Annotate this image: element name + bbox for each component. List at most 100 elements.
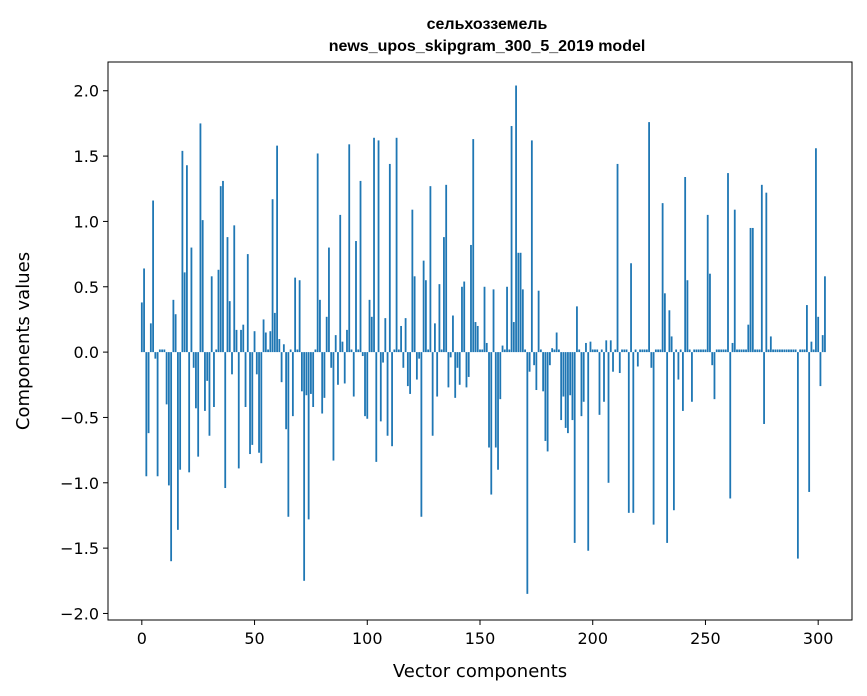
bar-139 xyxy=(454,352,457,398)
bar-47 xyxy=(246,254,249,353)
x-tick-label: 250 xyxy=(690,629,721,648)
bar-199 xyxy=(589,341,592,353)
bar-225 xyxy=(648,122,650,353)
bar-267 xyxy=(742,349,745,353)
bar-264 xyxy=(736,349,738,353)
bar-263 xyxy=(733,209,736,353)
bar-56 xyxy=(267,349,269,353)
bar-37 xyxy=(224,352,227,489)
bar-5 xyxy=(152,200,154,353)
bar-156 xyxy=(492,289,495,353)
y-tick-label: 1.5 xyxy=(74,147,99,166)
bar-216 xyxy=(627,352,630,513)
bar-59 xyxy=(273,312,276,353)
bar-38 xyxy=(226,237,229,353)
bar-49 xyxy=(251,352,254,445)
bar-87 xyxy=(337,352,339,385)
bar-95 xyxy=(355,241,357,353)
bar-275 xyxy=(760,184,763,353)
bar-182 xyxy=(551,348,554,353)
bar-111 xyxy=(391,352,393,447)
bar-137 xyxy=(449,352,452,358)
bar-207 xyxy=(607,352,610,483)
bar-287 xyxy=(787,349,790,353)
bar-193 xyxy=(576,306,578,353)
bar-20 xyxy=(186,165,188,353)
bar-114 xyxy=(397,349,400,353)
bar-259 xyxy=(724,349,727,353)
bar-60 xyxy=(276,145,278,353)
bar-237 xyxy=(675,349,678,353)
bar-230 xyxy=(659,349,662,353)
bar-205 xyxy=(603,352,605,402)
bar-159 xyxy=(499,352,502,400)
bar-55 xyxy=(264,332,267,353)
bar-131 xyxy=(436,352,439,397)
bar-50 xyxy=(253,331,256,353)
bar-73 xyxy=(305,352,308,396)
x-tick-label: 50 xyxy=(244,629,264,648)
bar-46 xyxy=(244,352,247,407)
bar-3 xyxy=(147,352,150,434)
bar-153 xyxy=(485,342,488,353)
x-tick-label: 150 xyxy=(465,629,496,648)
bar-68 xyxy=(294,277,297,353)
bar-274 xyxy=(758,349,761,353)
bar-25 xyxy=(197,352,200,457)
bar-70 xyxy=(298,280,301,353)
bar-104 xyxy=(375,352,378,462)
bar-17 xyxy=(179,352,182,470)
bar-244 xyxy=(691,352,693,402)
bar-188 xyxy=(564,352,567,428)
bar-69 xyxy=(296,349,299,353)
bar-9 xyxy=(161,349,164,353)
bar-294 xyxy=(803,349,806,353)
bar-291 xyxy=(796,352,799,559)
bar-181 xyxy=(548,352,551,366)
bar-232 xyxy=(663,293,666,353)
bar-113 xyxy=(395,137,398,353)
bar-35 xyxy=(219,186,222,353)
bar-262 xyxy=(731,342,734,353)
bar-198 xyxy=(587,352,590,551)
x-tick-label: 300 xyxy=(803,629,834,648)
bar-219 xyxy=(634,349,637,353)
bar-265 xyxy=(738,349,741,353)
bar-260 xyxy=(727,173,729,353)
bar-117 xyxy=(404,318,407,353)
bar-52 xyxy=(258,352,260,453)
y-tick-label: −1.0 xyxy=(60,474,99,493)
y-axis-ticks: −2.0 −1.5 −1.0 −0.5 0.0 0.5 1.0 1.5 2.0 xyxy=(60,82,108,623)
bar-140 xyxy=(456,352,459,368)
bar-10 xyxy=(163,349,166,353)
bar-16 xyxy=(176,352,179,530)
bar-110 xyxy=(388,163,391,353)
y-tick-label: 1.0 xyxy=(74,212,99,231)
bar-4 xyxy=(149,323,152,353)
bar-171 xyxy=(526,352,529,594)
bar-93 xyxy=(350,349,353,353)
bar-65 xyxy=(287,352,290,517)
bar-176 xyxy=(537,290,540,353)
bar-197 xyxy=(585,342,587,353)
bar-284 xyxy=(781,349,784,353)
bar-172 xyxy=(528,352,531,372)
bar-15 xyxy=(174,314,177,353)
bar-100 xyxy=(366,352,369,419)
bar-247 xyxy=(697,349,700,353)
bar-112 xyxy=(393,349,396,353)
bar-217 xyxy=(630,263,632,353)
bar-175 xyxy=(535,352,538,391)
bar-109 xyxy=(386,352,389,436)
bar-8 xyxy=(158,349,161,353)
bar-72 xyxy=(303,352,306,581)
bar-107 xyxy=(382,352,384,363)
bar-229 xyxy=(657,349,660,353)
chart-title: сельхозземель xyxy=(427,16,548,33)
bar-41 xyxy=(233,225,236,353)
bar-285 xyxy=(783,349,786,353)
bar-84 xyxy=(330,352,333,368)
bar-33 xyxy=(215,349,218,353)
bar-62 xyxy=(280,352,283,383)
bar-213 xyxy=(621,349,623,353)
